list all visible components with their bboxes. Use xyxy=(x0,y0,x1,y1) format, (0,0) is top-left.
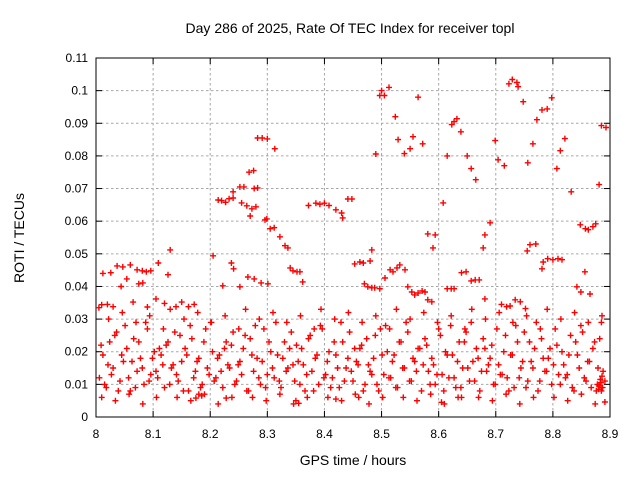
y-tick-label: 0.02 xyxy=(65,345,89,359)
x-tick-label: 8.8 xyxy=(545,427,562,441)
y-tick-label: 0.1 xyxy=(71,84,88,98)
y-tick-label: 0.06 xyxy=(65,214,89,228)
chart-title: Day 286 of 2025, Rate Of TEC Index for r… xyxy=(186,20,515,36)
y-tick-label: 0.11 xyxy=(66,51,89,65)
x-tick-label: 8 xyxy=(93,427,100,441)
x-tick-label: 8.3 xyxy=(259,427,276,441)
x-tick-label: 8.6 xyxy=(430,427,447,441)
x-axis-label: GPS time / hours xyxy=(300,452,407,468)
y-tick-label: 0.04 xyxy=(65,279,89,293)
y-tick-label: 0.07 xyxy=(65,182,89,196)
x-tick-label: 8.2 xyxy=(202,427,219,441)
y-tick-label: 0 xyxy=(81,410,88,424)
y-tick-label: 0.05 xyxy=(65,247,89,261)
x-tick-label: 8.4 xyxy=(316,427,333,441)
scatter-plus-markers xyxy=(95,76,609,407)
data-points xyxy=(95,76,609,407)
tick-labels: 8 8.1 8.2 8.3 8.4 8.5 8.6 8.7 8.8 8.9 0 0.01 0.02 0.0… xyxy=(65,51,619,441)
y-tick-label: 0.01 xyxy=(65,377,89,391)
x-tick-label: 8.5 xyxy=(373,427,390,441)
plot-border xyxy=(95,57,611,418)
y-tick-label: 0.03 xyxy=(65,312,89,326)
y-tick-label: 0.09 xyxy=(65,116,89,130)
y-axis-label: ROTI / TECUs xyxy=(11,193,27,283)
x-tick-label: 8.9 xyxy=(602,427,619,441)
x-tick-label: 8.7 xyxy=(487,427,504,441)
y-tick-label: 0.08 xyxy=(65,149,89,163)
x-tick-label: 8.1 xyxy=(145,427,162,441)
